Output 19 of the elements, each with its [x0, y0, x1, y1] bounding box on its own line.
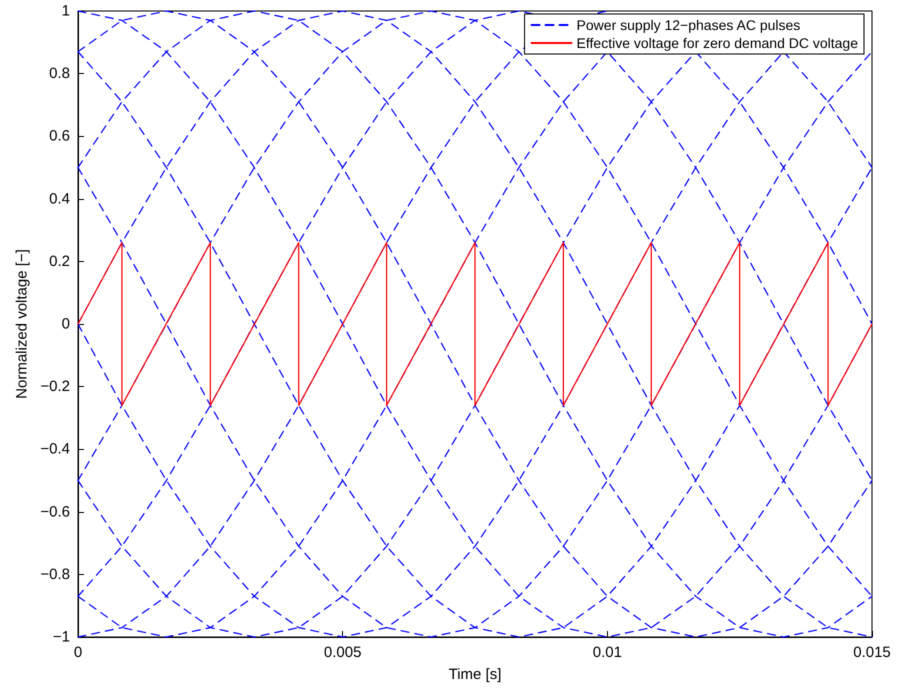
y-tick-label: 0.8 [49, 65, 70, 82]
x-tick-label: 0.005 [324, 644, 362, 661]
legend-label: Power supply 12−phases AC pulses [576, 17, 800, 33]
y-axis-title: Normalized voltage [−] [13, 249, 30, 399]
y-tick-label: 1 [62, 2, 70, 20]
legend-label: Effective voltage for zero demand DC voltage [576, 35, 858, 51]
y-tick-label: 0.2 [49, 252, 70, 270]
y-tick-label: −0.8 [40, 566, 70, 583]
y-tick-label: 0.4 [49, 190, 70, 208]
y-tick-label: 0.6 [49, 128, 70, 145]
x-tick-label: 0.01 [592, 644, 622, 661]
x-tick-label: 0.015 [853, 644, 891, 661]
y-tick-label: −1 [52, 628, 70, 646]
y-tick-label: 0 [62, 316, 70, 332]
y-tick-label: −0.2 [40, 378, 70, 396]
y-tick-label: −0.6 [40, 503, 70, 520]
x-tick-label: 0 [74, 644, 82, 661]
x-axis-title: Time [s] [448, 666, 502, 683]
y-tick-label: −0.4 [40, 440, 70, 458]
